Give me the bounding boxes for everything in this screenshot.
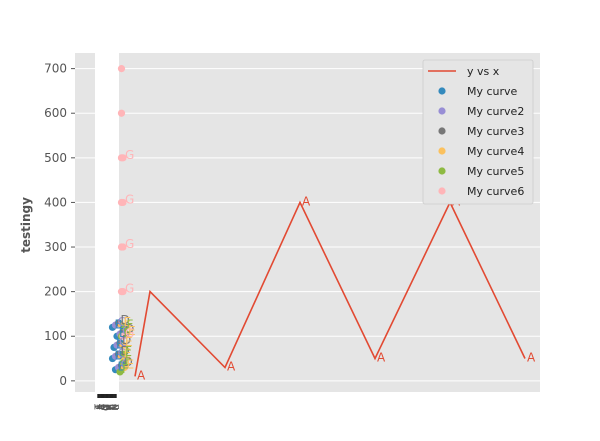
scatter-label-s1-2: C (118, 315, 126, 329)
scatter-label-s3-4: E (125, 335, 133, 349)
x-tick-label-12: E (108, 404, 118, 410)
x-tick-label-9: H (104, 404, 114, 411)
y-tick-label-4: 400 (44, 195, 67, 209)
legend-swatch-6 (438, 187, 446, 195)
legend-label-2: My curve2 (467, 105, 524, 118)
scatter-point-s4-0 (119, 350, 127, 358)
scatter-point-s5-8 (119, 243, 127, 251)
y-tick-label-2: 200 (44, 285, 67, 299)
scatter-label-s3-0: E (124, 346, 132, 360)
scatter-label-s1-1: C (121, 357, 129, 371)
line-point-label-4: A (377, 351, 386, 365)
scatter-label-s4-4: F (125, 353, 132, 367)
y-tick-label-6: 600 (44, 106, 67, 120)
legend-items: y vs x My curve My curve2 My curve3 My curve… (428, 65, 524, 198)
scatter-label-s1-4: C (119, 335, 127, 349)
scatter-label-s5-6: G (125, 148, 134, 162)
legend-swatch-4 (438, 147, 446, 155)
scatter-label-s1-0: C (118, 346, 126, 360)
scatter-label-s1-3: C (122, 324, 130, 338)
legend-label-0: y vs x (467, 65, 500, 78)
scatter-label-s5-9: G (125, 282, 134, 296)
y-tick-label-1: 100 (44, 329, 67, 343)
scatter-point-s5-1 (117, 109, 126, 117)
scatter-label-s4-2: F (127, 317, 134, 331)
scatter-point-s5-10 (119, 332, 127, 340)
scatter-point-s4-2 (120, 323, 129, 331)
x-tick-label-5: I (100, 404, 110, 407)
scatter-label-s0-2: B (115, 317, 123, 331)
x-tick-label-3: S (97, 404, 107, 410)
scatter-label-s2-0: D (121, 344, 130, 358)
x-tick-label-15: N (111, 404, 121, 411)
scatter-series (108, 65, 130, 376)
scatter-point-s3-4 (119, 341, 127, 349)
x-tick-label-1: S (95, 404, 105, 410)
legend-label-3: My curve3 (467, 125, 524, 138)
scatter-label-s2-2: D (121, 313, 130, 327)
legend-label-5: My curve5 (467, 165, 524, 178)
legend-label-4: My curve4 (467, 145, 524, 158)
scatter-label-s2-1: D (124, 355, 133, 369)
y-tick-label-7: 700 (44, 62, 67, 76)
legend-swatch-3 (438, 127, 446, 135)
scatter-label-s2-4: D (122, 333, 131, 347)
scatter-label-s5-8: G (125, 237, 134, 251)
scatter-point-s5-0 (117, 65, 126, 73)
x-tick-label-7: G (102, 404, 112, 411)
x-tick-label-2: E (96, 404, 106, 410)
scatter-point-s5-6 (119, 154, 127, 162)
x-tick-label-10: R (105, 404, 115, 410)
legend-swatch-2 (438, 107, 446, 115)
y-tick-label-3: 300 (44, 240, 67, 254)
scatter-point-s4-1 (116, 368, 124, 376)
scatter-label-s4-3: F (124, 326, 131, 340)
legend-swatch-1 (438, 87, 446, 95)
y-tick-label-5: 500 (44, 151, 67, 165)
scatter-label-s3-3: E (128, 324, 136, 338)
scatter-label-s2-3: D (125, 322, 134, 336)
legend-swatch-5 (438, 167, 446, 175)
line-point-label-6: A (527, 351, 536, 365)
line-point-label-0: A (137, 368, 146, 382)
x-tick-label-4: T (99, 404, 109, 411)
scatter-label-s4-1: F (122, 362, 129, 376)
legend-label-6: My curve6 (467, 185, 524, 198)
y-axis-ticks: 0 100 200 300 400 500 600 700 (44, 62, 75, 388)
x-tick-label-11: E (106, 404, 116, 410)
x-tick-label-16: E (112, 404, 122, 410)
y-tick-label-0: 0 (59, 374, 67, 388)
scatter-label-s3-2: E (124, 315, 132, 329)
scatter-label-s0-4: B (116, 337, 124, 351)
scatter-point-s4-4 (119, 359, 127, 367)
scatter-label-s5-7: G (125, 192, 134, 206)
x-tick-label-14: I (110, 404, 120, 407)
y-axis-label: testingy (19, 197, 33, 253)
scatter-label-s0-0: B (115, 349, 123, 363)
point-labels: AAAAAABBBBBCCCCCDDDDDEEEEEFFFFFGGGGG (115, 148, 537, 383)
legend-label-1: My curve (467, 85, 518, 98)
legend-box (422, 59, 534, 205)
scatter-label-s5-10: G (125, 326, 134, 340)
x-tick-label-0: T (94, 404, 104, 411)
x-tick-label-6: N (101, 404, 111, 411)
line-point-label-3: A (302, 194, 311, 208)
scatter-point-s5-7 (119, 198, 127, 207)
scatter-label-s0-1: B (118, 360, 126, 374)
scatter-label-s3-1: E (127, 357, 135, 371)
x-tick-label-8: T (103, 404, 113, 411)
x-tick-label-13: L (109, 404, 119, 409)
legend: y vs x My curve My curve2 My curve3 My curve… (422, 59, 534, 205)
line-point-label-2: A (227, 359, 236, 373)
scatter-point-s5-9 (119, 288, 127, 296)
scatter-label-s0-3: B (119, 326, 127, 340)
scatter-label-s4-0: F (125, 344, 132, 358)
